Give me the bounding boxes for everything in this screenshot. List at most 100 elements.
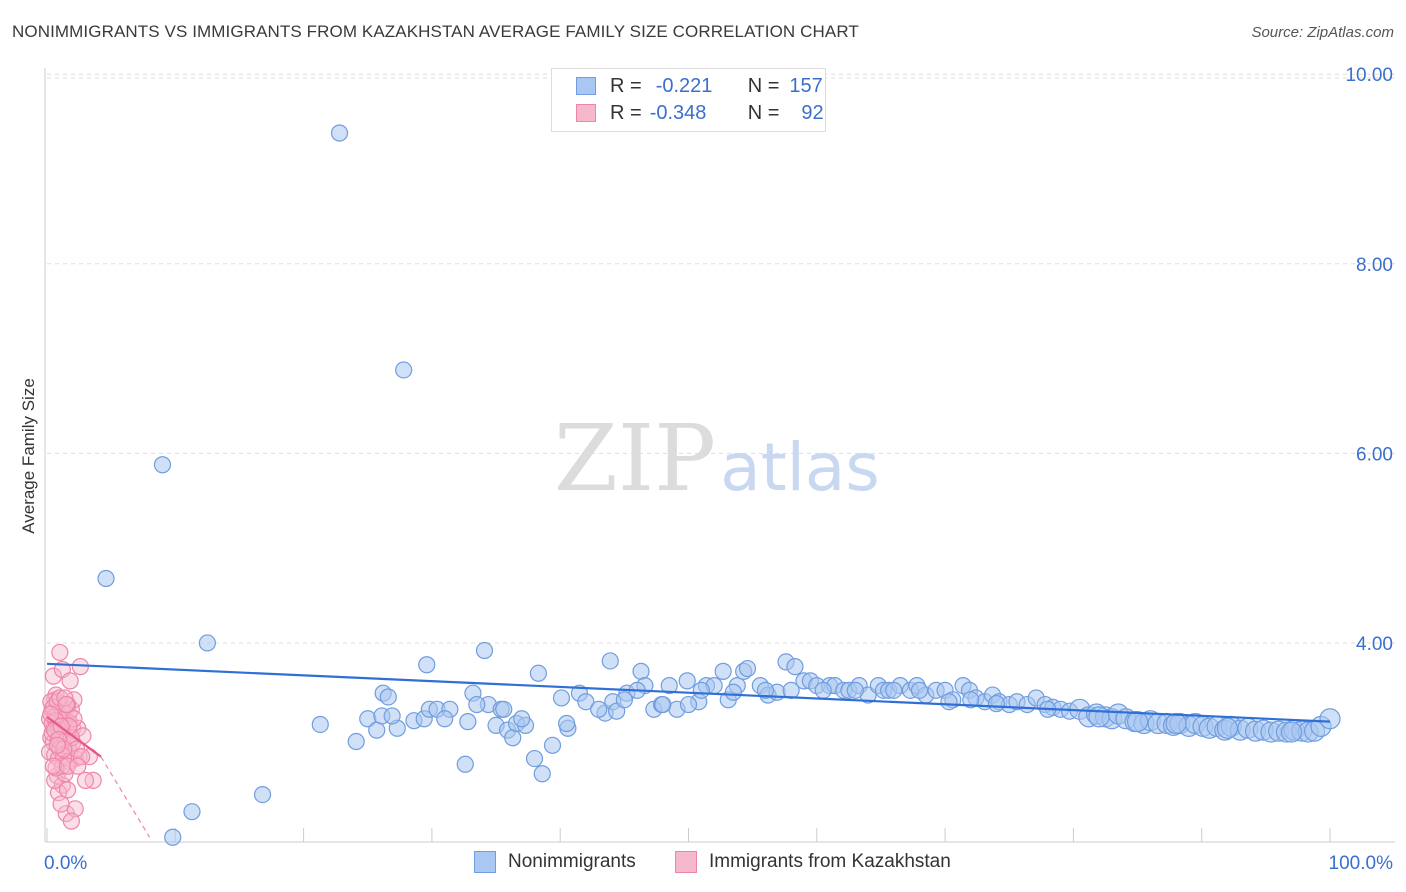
data-point-nonimmigrant [368,721,386,739]
data-point-nonimmigrant [198,634,216,652]
legend-n-value: 157 [789,74,823,97]
data-point-nonimmigrant [782,681,800,699]
data-point-nonimmigrant [615,691,633,709]
trend-line-immigrants-extrapolated [100,756,151,838]
y-tick-label: 4.00 [1356,634,1393,655]
legend-swatch-pink [576,104,596,122]
trend-line-immigrants [46,715,102,758]
data-point-nonimmigrant [1280,721,1303,743]
data-point-nonimmigrant [660,676,678,695]
legend-r-value: -0.348 [649,101,707,124]
data-point-nonimmigrant [311,715,329,734]
y-tick-label: 10.00 [1345,65,1393,86]
data-point-nonimmigrant [456,755,474,773]
gridlines [47,73,1395,644]
data-point-nonimmigrant [383,707,401,725]
x-tick-label-max: 100.0% [1329,853,1394,874]
data-point-nonimmigrant [692,681,710,699]
data-point-nonimmigrant [987,695,1006,713]
bottom-legend-immigrants: Immigrants from Kazakhstan [675,851,951,873]
data-point-nonimmigrant [153,456,172,474]
data-point-nonimmigrant [347,732,365,751]
data-point-immigrant [53,757,71,775]
chart-title: NONIMMIGRANTS VS IMMIGRANTS FROM KAZAKHS… [12,22,859,41]
data-point-immigrant [56,689,74,707]
data-point-immigrant [51,689,69,707]
data-point-nonimmigrant [756,681,775,699]
legend-r-value: -0.221 [655,74,713,97]
data-point-nonimmigrant [330,124,349,142]
watermark-atlas: atlas [720,429,880,506]
data-point-immigrant [73,748,91,766]
data-point-nonimmigrant [590,700,608,718]
data-point-nonimmigrant [253,786,272,804]
data-point-immigrant [44,757,63,775]
data-point-nonimmigrant [940,693,958,711]
data-point-immigrant [49,731,68,749]
legend-r-label: R = [610,74,642,97]
data-point-nonimmigrant [1126,711,1149,733]
bottom-legend-label: Nonimmigrants [508,851,636,872]
bottom-legend-swatch-pink [675,851,697,873]
data-point-nonimmigrant [654,695,672,714]
data-point-nonimmigrant [543,736,562,754]
data-point-nonimmigrant [679,695,698,714]
data-point-nonimmigrant [436,710,454,728]
data-point-nonimmigrant [910,681,929,699]
trend-lines [46,662,1331,838]
data-point-nonimmigrant [577,693,595,711]
data-point-nonimmigrant [846,681,864,699]
data-point-nonimmigrant [475,641,494,660]
legend-r-label: R = [610,101,642,124]
data-point-nonimmigrant [529,664,547,682]
tick-labels: 4.00 6.00 8.00 10.00 0.0% 100.0% [44,65,1393,874]
data-point-nonimmigrant [459,713,477,731]
trend-line-nonimmigrants [46,662,1331,723]
legend: R = -0.221 N = 157 R = -0.348 N = 92 [551,68,826,132]
data-point-immigrant [44,667,63,685]
data-point-nonimmigrant [552,689,571,707]
data-point-immigrant [51,643,69,662]
data-point-nonimmigrant [504,729,522,747]
data-point-immigrant [61,672,79,690]
data-point-nonimmigrant [418,656,436,674]
series-immigrants-kazakhstan [40,643,102,830]
bottom-legend-label: Immigrants from Kazakhstan [709,851,951,872]
data-point-nonimmigrant [558,714,576,733]
source-label: Source: ZipAtlas.com [1251,24,1394,41]
legend-row-nonimmigrants: R = -0.221 N = 157 [576,74,823,98]
data-point-nonimmigrant [601,652,619,670]
bottom-legend-swatch-blue [474,851,496,873]
data-point-nonimmigrant [885,681,903,699]
data-point-nonimmigrant [164,828,182,846]
bottom-legend-nonimmigrants: Nonimmigrants [474,851,636,873]
data-point-nonimmigrant [814,681,832,699]
data-point-nonimmigrant [678,672,696,690]
data-point-immigrant [46,771,64,789]
data-point-nonimmigrant [1319,708,1341,730]
data-point-nonimmigrant [468,695,486,714]
data-point-nonimmigrant [1216,717,1238,739]
legend-n-value: 92 [801,101,824,124]
data-point-immigrant [62,812,80,830]
y-tick-label: 6.00 [1356,444,1393,465]
data-point-nonimmigrant [183,803,201,821]
y-tick-label: 8.00 [1356,255,1393,276]
data-point-nonimmigrant [379,688,397,706]
series-nonimmigrants [97,124,1341,846]
data-point-nonimmigrant [395,361,413,379]
data-point-nonimmigrant [525,749,544,768]
legend-n-label: N = [747,101,780,124]
data-point-immigrant [76,771,95,789]
data-point-immigrant [48,736,66,754]
data-point-immigrant [52,795,70,813]
data-point-nonimmigrant [962,691,980,709]
legend-n-label: N = [747,74,780,97]
data-point-immigrant [57,695,75,714]
data-point-nonimmigrant [513,710,531,728]
data-point-immigrant [69,757,87,775]
legend-swatch-blue [576,77,596,95]
data-point-nonimmigrant [724,683,743,701]
data-point-nonimmigrant [533,765,551,783]
